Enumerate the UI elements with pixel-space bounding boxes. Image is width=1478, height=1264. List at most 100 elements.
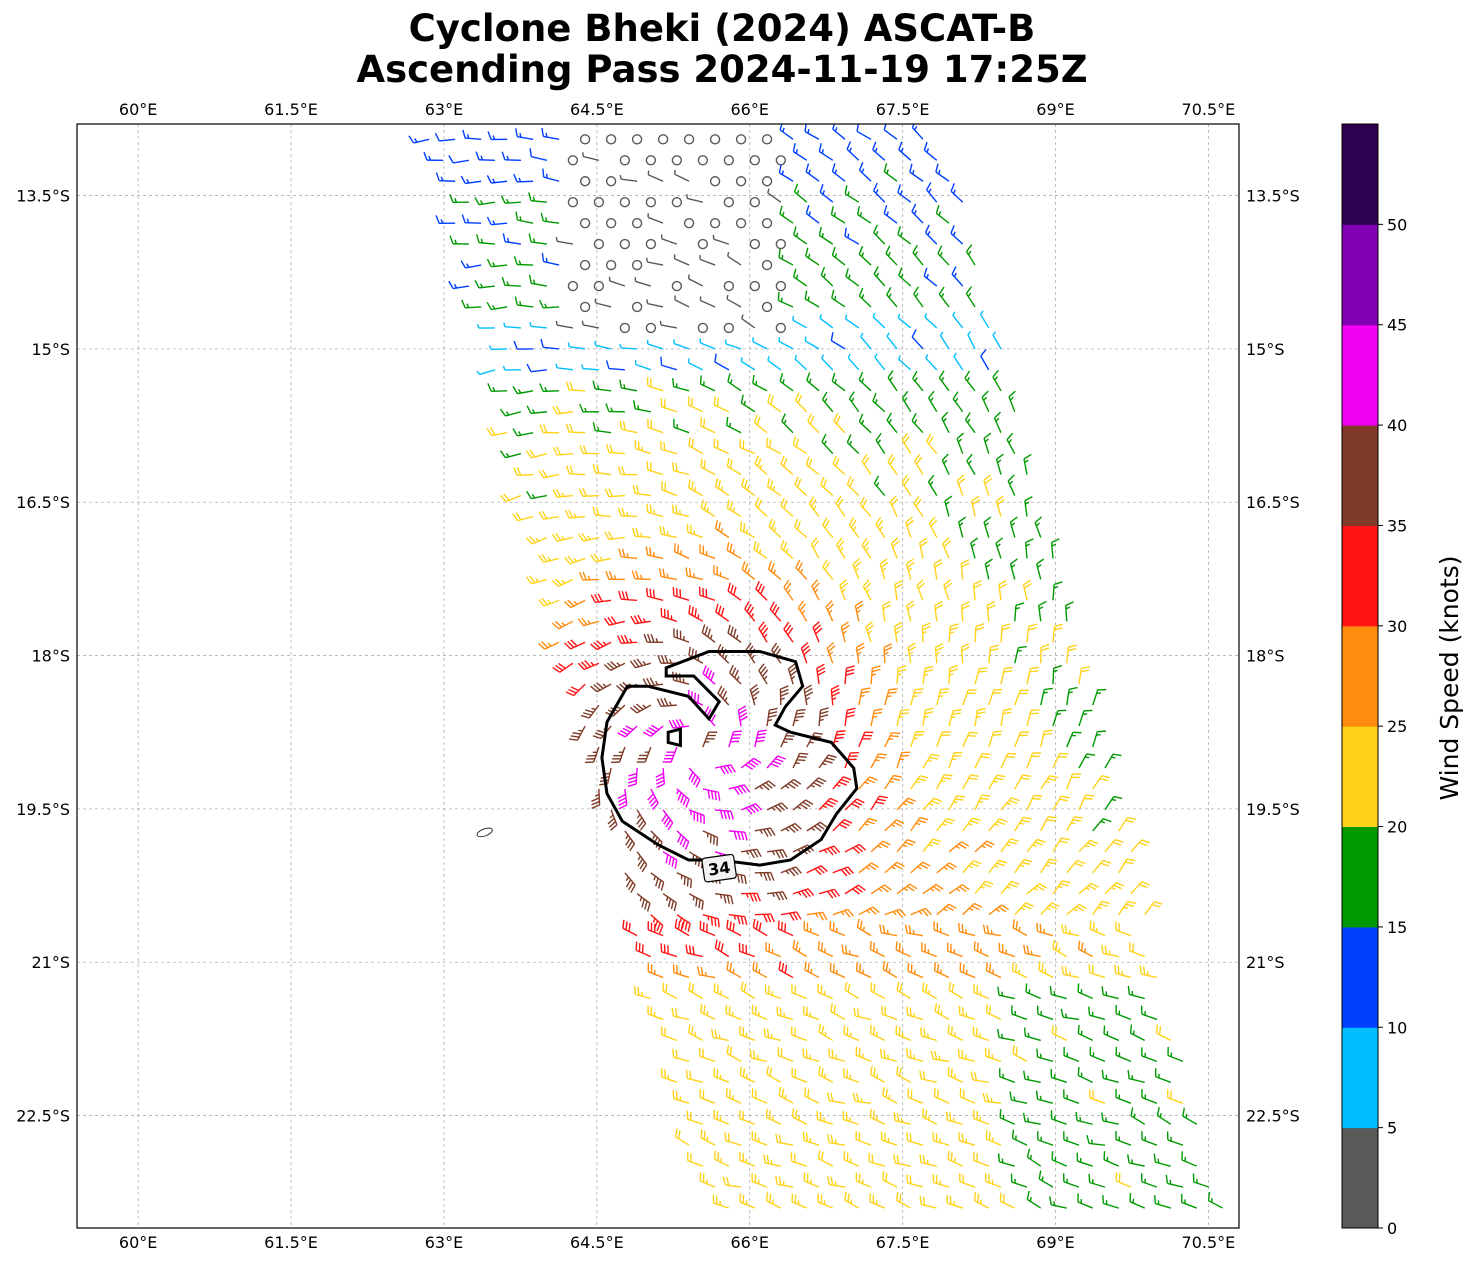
barb-shaft bbox=[839, 584, 846, 601]
wind-barb bbox=[964, 412, 976, 434]
barb-half-feather bbox=[822, 762, 827, 766]
barb-feather bbox=[804, 1087, 807, 1097]
wind-barb bbox=[982, 1092, 1002, 1104]
wind-barb bbox=[835, 495, 846, 517]
barb-feather bbox=[983, 516, 992, 523]
barb-feather bbox=[1101, 1112, 1104, 1122]
barb-shaft bbox=[1008, 396, 1016, 413]
barb-feather bbox=[729, 543, 733, 553]
barb-feather bbox=[663, 816, 670, 825]
barb-shaft bbox=[661, 364, 678, 371]
barb-feather bbox=[835, 415, 841, 424]
wind-barb bbox=[1153, 1153, 1171, 1167]
barb-shaft bbox=[543, 306, 560, 309]
barb-feather bbox=[1024, 496, 1033, 502]
wind-barb bbox=[528, 233, 547, 245]
barb-shaft bbox=[858, 253, 872, 266]
barb-feather bbox=[687, 396, 690, 405]
wind-barb bbox=[861, 537, 872, 559]
barb-feather bbox=[804, 889, 811, 897]
wind-barb bbox=[972, 1026, 989, 1042]
wind-barb bbox=[804, 336, 820, 350]
barb-feather bbox=[743, 784, 750, 793]
wind-barb bbox=[551, 578, 574, 587]
barb-shaft bbox=[1141, 1181, 1158, 1188]
barb-shaft bbox=[543, 599, 560, 607]
barb-feather bbox=[924, 1109, 928, 1119]
wind-barb bbox=[1165, 1174, 1184, 1188]
barb-shaft bbox=[1052, 584, 1055, 601]
wind-barb bbox=[854, 600, 864, 622]
barb-feather bbox=[628, 772, 637, 777]
barb-shaft bbox=[583, 620, 600, 627]
barb-half-feather bbox=[763, 633, 768, 638]
wind-barb bbox=[962, 689, 977, 706]
barb-feather bbox=[909, 1049, 912, 1059]
barb-shaft bbox=[934, 605, 938, 622]
barb-shaft bbox=[1052, 795, 1062, 811]
barb-half-feather bbox=[979, 310, 984, 315]
barb-feather bbox=[908, 645, 917, 652]
barb-half-feather bbox=[1058, 885, 1063, 889]
barb-feather bbox=[996, 774, 1006, 778]
wind-barb bbox=[897, 226, 912, 245]
barb-feather bbox=[528, 192, 532, 201]
barb-feather bbox=[714, 478, 719, 487]
wind-barb bbox=[1115, 1046, 1132, 1063]
wind-barb bbox=[1089, 920, 1106, 937]
barb-feather bbox=[749, 893, 754, 902]
top-lon-tick: 70.5°E bbox=[1182, 100, 1236, 119]
barb-feather bbox=[1035, 1090, 1039, 1100]
barb-shaft bbox=[661, 951, 678, 958]
barb-feather bbox=[766, 872, 772, 881]
barb-feather bbox=[797, 600, 805, 609]
calm-barb-circle bbox=[645, 196, 657, 208]
barb-feather bbox=[603, 617, 610, 626]
barb-feather bbox=[741, 477, 745, 487]
wind-barb bbox=[855, 1130, 872, 1146]
barb-feather bbox=[899, 712, 909, 715]
barb-feather bbox=[804, 687, 813, 694]
barb-half-feather bbox=[594, 340, 597, 346]
barb-feather bbox=[841, 621, 849, 628]
barb-shaft bbox=[905, 605, 912, 622]
barb-shaft bbox=[753, 548, 768, 560]
barb-half-feather bbox=[794, 354, 798, 360]
wind-barb bbox=[886, 286, 898, 308]
barb-feather bbox=[932, 1174, 935, 1183]
barb-shaft bbox=[793, 444, 808, 455]
barb-feather bbox=[694, 608, 697, 618]
barb-feather bbox=[717, 685, 723, 694]
wind-barb bbox=[500, 195, 521, 204]
barb-shaft bbox=[886, 294, 898, 308]
barb-feather bbox=[862, 499, 868, 508]
barb-half-feather bbox=[1010, 564, 1016, 568]
barb-shaft bbox=[992, 376, 1002, 392]
barb-feather bbox=[1084, 797, 1093, 800]
barb-feather bbox=[800, 642, 809, 649]
barb-feather bbox=[988, 1005, 992, 1015]
barb-feather bbox=[973, 583, 982, 589]
barb-feather bbox=[1015, 1046, 1019, 1056]
barb-shaft bbox=[859, 504, 872, 518]
barb-shaft bbox=[752, 382, 768, 392]
barb-shaft bbox=[962, 689, 969, 706]
wind-barb bbox=[580, 704, 600, 719]
barb-shaft bbox=[830, 340, 846, 350]
barb-feather bbox=[620, 634, 626, 644]
wind-barb bbox=[906, 1132, 924, 1146]
wind-barb bbox=[685, 944, 704, 958]
wind-barb bbox=[709, 217, 721, 229]
barb-half-feather bbox=[1027, 1117, 1030, 1123]
barb-feather bbox=[796, 759, 806, 762]
barb-feather bbox=[755, 803, 763, 811]
wind-barb bbox=[594, 340, 612, 350]
barb-feather bbox=[688, 771, 694, 780]
wind-barb bbox=[713, 396, 730, 413]
barb-feather bbox=[1142, 966, 1146, 975]
wind-barb bbox=[633, 985, 652, 1000]
barb-feather bbox=[1088, 1173, 1091, 1183]
barb-half-feather bbox=[492, 220, 496, 225]
wind-barb bbox=[923, 267, 938, 287]
barb-shaft bbox=[822, 566, 834, 580]
